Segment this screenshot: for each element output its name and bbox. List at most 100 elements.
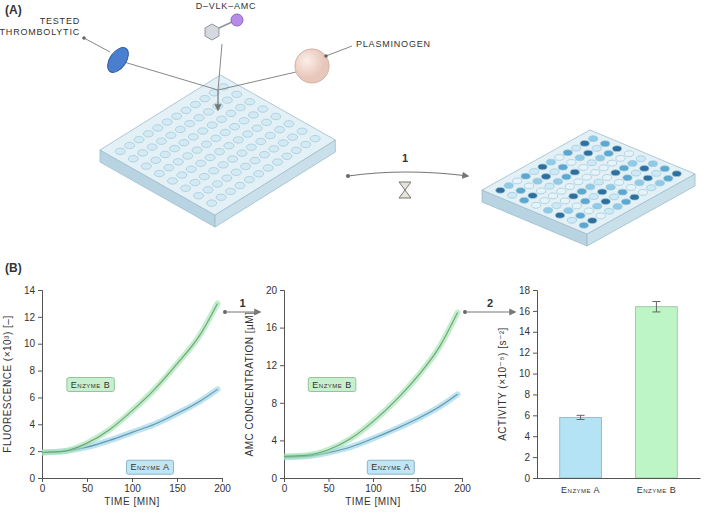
label-dot [82,36,86,40]
step-arrow [348,172,468,176]
well [540,198,549,204]
x-tick-mark [222,478,223,482]
well [190,101,200,107]
well [198,128,208,134]
well [258,106,268,112]
well [216,194,226,200]
y-tick-label: 8 [29,365,35,376]
well [233,137,243,143]
well [218,162,228,168]
well [577,189,586,195]
plate-top [482,130,695,234]
series-band [284,313,458,457]
well [660,166,669,172]
well [610,194,619,200]
axis-line [285,479,463,483]
y-tick: 14 [24,285,42,296]
y-axis-title: ACTIVITY (×10⁻⁵) [s⁻²] [497,327,508,441]
connector [218,44,222,90]
bar-chart: Enzyme AEnzyme B024681012141618ACTIVITY … [497,285,701,495]
y-tick: 4 [524,431,537,442]
well [596,155,605,161]
well [564,208,573,214]
well [138,150,148,156]
y-tick-label: 0 [271,473,277,484]
y-tick: 20 [266,285,284,296]
well [593,203,602,209]
y-tick-label: 12 [266,360,278,371]
y-tick: 8 [524,389,537,400]
well [263,165,273,171]
well [594,179,603,185]
well [619,165,628,171]
well [164,164,174,170]
x-tick: 100 [365,478,382,494]
well [575,155,584,161]
plot-marks [284,313,458,458]
well [567,217,576,223]
well [581,198,590,204]
well [548,193,557,199]
y-tick-mark [533,311,537,312]
figure: (A)TESTEDTHROMBOLYTICD–VLK–AMCPLASMINOGE… [0,0,709,513]
connector [218,72,296,90]
step-label: 2 [487,297,493,309]
well [630,194,639,200]
y-tick-label: 14 [24,285,36,296]
well [207,200,217,206]
x-tick: 200 [214,478,231,494]
substrate-bond [219,22,232,28]
y-tick-label: 12 [24,312,36,323]
y-tick-mark [38,424,42,425]
well [655,180,664,186]
error-bar-cap [652,301,660,302]
well [528,193,537,199]
series-line [284,313,458,457]
well [521,173,530,179]
well [584,208,593,214]
well [166,132,176,138]
well [192,147,202,153]
y-tick-mark [533,332,537,333]
x-tick: 100 [124,478,141,494]
y-tick-mark [280,328,284,329]
well [647,185,656,191]
y-tick: 6 [29,392,42,403]
well [211,135,221,141]
y-tick: 18 [519,285,537,296]
label-dot [324,54,328,58]
well [579,165,588,171]
x-tick-label: Enzyme B [637,485,677,495]
series-label-box [367,460,414,474]
series-label-text: Enzyme A [130,462,169,472]
well [545,183,554,189]
well [245,98,255,104]
y-tick: 16 [519,306,537,317]
x-tick-label: Enzyme A [561,485,600,495]
bar [560,417,602,478]
plate-after [482,130,695,246]
well [621,199,630,205]
y-tick: 4 [271,435,284,446]
plasminogen-icon [295,49,329,83]
well [592,145,601,151]
well [558,164,567,170]
line-chart: 050100150200TIME [MIN]048121620AMC CONCE… [244,285,471,507]
error-bar [577,415,585,419]
well [582,174,591,180]
thrombolytic-icon [103,44,132,76]
y-tick-mark [533,415,537,416]
well [288,134,298,140]
well [190,179,200,185]
axis-line [38,291,43,479]
y-tick: 12 [519,347,537,358]
y-tick-label: 6 [29,392,35,403]
well [640,165,649,171]
well [664,175,673,181]
x-tick-label: 50 [82,483,94,494]
well [168,178,178,184]
y-tick-mark [533,478,537,479]
well [504,183,513,189]
y-tick: 12 [24,312,42,323]
well [631,170,640,176]
